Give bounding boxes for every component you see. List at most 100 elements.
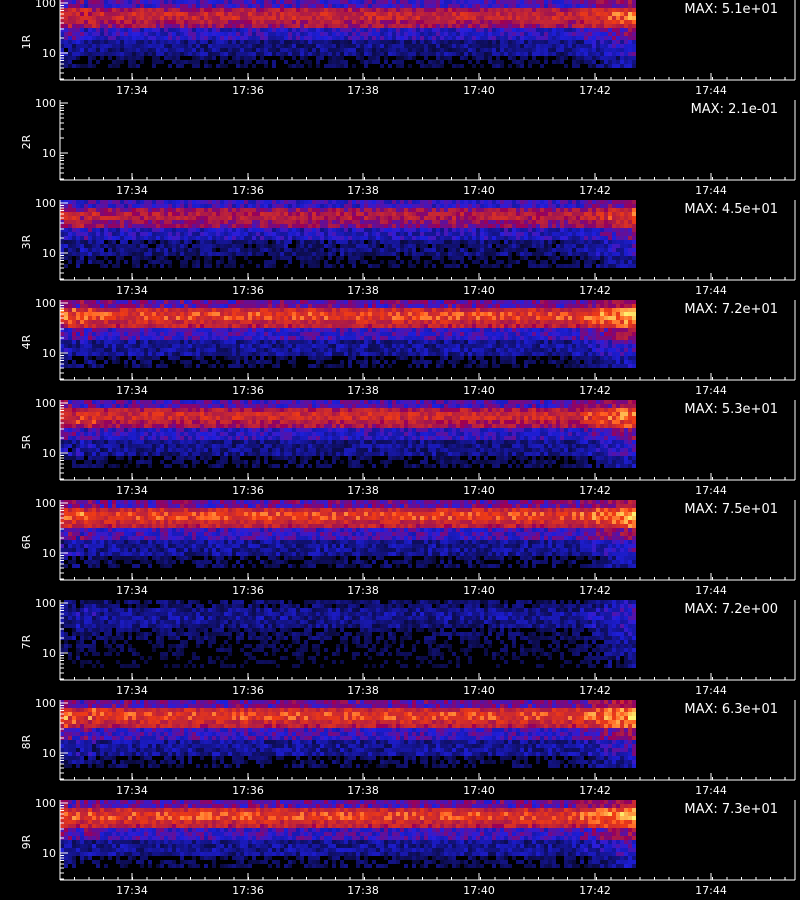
heatmap-cell (72, 24, 76, 28)
heatmap-cell (92, 220, 96, 224)
heatmap-cell (112, 12, 116, 16)
heatmap-cell (236, 0, 240, 4)
heatmap-cell (272, 16, 276, 20)
heatmap-cell (532, 40, 536, 44)
heatmap-cell (308, 16, 312, 20)
heatmap-cell (592, 260, 596, 264)
heatmap-cell (84, 208, 88, 212)
heatmap-cell (100, 260, 104, 264)
heatmap-cell (292, 236, 296, 240)
heatmap-cell (400, 16, 404, 20)
heatmap-cell (312, 248, 316, 252)
heatmap-cell (232, 200, 236, 204)
heatmap-cell (544, 24, 548, 28)
heatmap-cell (312, 224, 316, 228)
heatmap-cell (464, 0, 468, 4)
heatmap-cell (216, 52, 220, 56)
heatmap-cell (64, 356, 68, 360)
heatmap-cell (300, 32, 304, 36)
heatmap-cell (264, 60, 268, 64)
heatmap-cell (96, 356, 100, 360)
heatmap-cell (100, 252, 104, 256)
heatmap-cell (492, 32, 496, 36)
heatmap-cell (304, 60, 308, 64)
heatmap-cell (568, 40, 572, 44)
heatmap-cell (396, 44, 400, 48)
heatmap-cell (568, 48, 572, 52)
heatmap-cell (508, 252, 512, 256)
heatmap-cell (552, 220, 556, 224)
heatmap-cell (76, 348, 80, 352)
heatmap-cell (128, 32, 132, 36)
heatmap-cell (348, 232, 352, 236)
heatmap-cell (400, 204, 404, 208)
heatmap-cell (236, 212, 240, 216)
heatmap-cell (372, 224, 376, 228)
heatmap-cell (112, 40, 116, 44)
heatmap-cell (76, 256, 80, 260)
heatmap-cell (260, 44, 264, 48)
heatmap-cell (128, 212, 132, 216)
heatmap-cell (72, 364, 76, 368)
heatmap-cell (160, 52, 164, 56)
heatmap-cell (356, 52, 360, 56)
heatmap-cell (328, 228, 332, 232)
heatmap-cell (568, 264, 572, 268)
heatmap-cell (416, 32, 420, 36)
heatmap-cell (388, 44, 392, 48)
heatmap-cell (228, 12, 232, 16)
heatmap-cell (296, 28, 300, 32)
heatmap-cell (480, 252, 484, 256)
heatmap-cell (288, 0, 292, 4)
heatmap-cell (560, 264, 564, 268)
heatmap-cell (172, 244, 176, 248)
heatmap-cell (600, 4, 604, 8)
heatmap-cell (248, 244, 252, 248)
heatmap-cell (408, 24, 412, 28)
heatmap-cell (272, 228, 276, 232)
heatmap-cell (152, 56, 156, 60)
heatmap-cell (396, 252, 400, 256)
heatmap-cell (584, 20, 588, 24)
heatmap-cell (544, 52, 548, 56)
heatmap-cell (236, 232, 240, 236)
heatmap-cell (612, 240, 616, 244)
heatmap-cell (64, 24, 68, 28)
heatmap-cell (324, 64, 328, 68)
heatmap-cell (612, 220, 616, 224)
heatmap-cell (76, 16, 80, 20)
heatmap-cell (508, 56, 512, 60)
heatmap-cell (108, 64, 112, 68)
heatmap-cell (404, 252, 408, 256)
heatmap-cell (252, 208, 256, 212)
heatmap-cell (476, 12, 480, 16)
heatmap-cell (348, 236, 352, 240)
heatmap-cell (236, 248, 240, 252)
heatmap-cell (468, 44, 472, 48)
heatmap-cell (552, 216, 556, 220)
heatmap-cell (552, 12, 556, 16)
heatmap-cell (444, 16, 448, 20)
heatmap-cell (540, 252, 544, 256)
heatmap-cell (236, 60, 240, 64)
heatmap-cell (60, 348, 64, 352)
heatmap-cell (460, 64, 464, 68)
heatmap-cell (368, 20, 372, 24)
heatmap-cell (60, 308, 64, 312)
heatmap-cell (376, 52, 380, 56)
heatmap-cell (548, 12, 552, 16)
heatmap-cell (588, 56, 592, 60)
heatmap-cell (272, 0, 276, 4)
heatmap-cell (240, 48, 244, 52)
heatmap-cell (392, 24, 396, 28)
heatmap-cell (336, 52, 340, 56)
heatmap-cell (460, 12, 464, 16)
heatmap-cell (612, 212, 616, 216)
heatmap-cell (108, 304, 112, 308)
heatmap-cell (132, 16, 136, 20)
heatmap-cell (516, 252, 520, 256)
heatmap-cell (328, 60, 332, 64)
heatmap-cell (496, 224, 500, 228)
heatmap-cell (628, 44, 632, 48)
